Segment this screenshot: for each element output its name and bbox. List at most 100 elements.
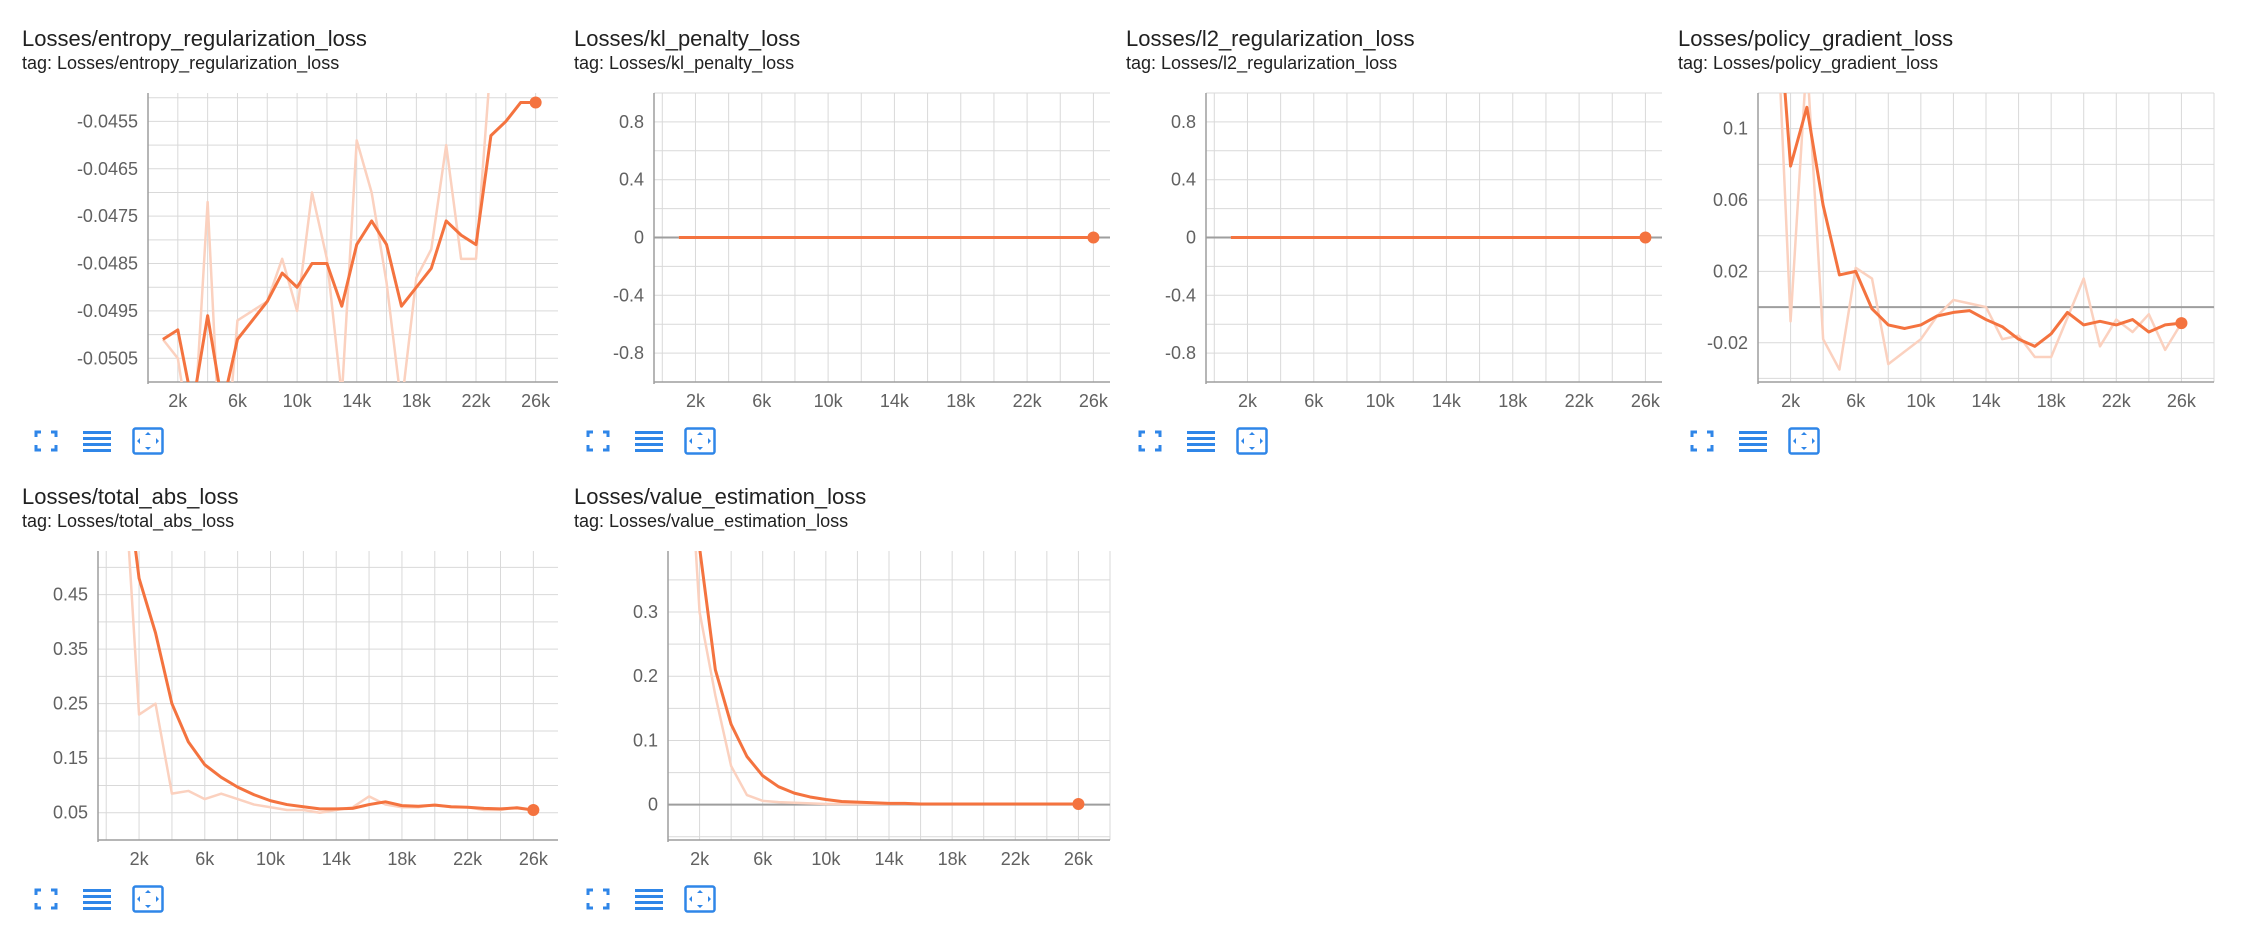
fullscreen-icon [586, 888, 610, 910]
smoothed-series-line [1783, 93, 2182, 348]
y-tick-label: -0.8 [1165, 343, 1196, 363]
x-tick-label: 6k [1304, 391, 1324, 411]
raw-series-line [161, 93, 490, 382]
fit-domain-button[interactable] [682, 882, 718, 916]
chart-toolbar [0, 458, 540, 913]
toggle-log-scale-button[interactable] [79, 424, 115, 458]
x-tick-label: 2k [1781, 391, 1801, 411]
x-tick-label: 10k [1906, 391, 1936, 411]
grid [667, 551, 1111, 840]
chart-tag: tag: Losses/kl_penalty_loss [574, 53, 795, 73]
x-tick-label: 14k [880, 391, 910, 411]
y-tick-label: 0.4 [619, 170, 644, 190]
fit-domain-button[interactable] [130, 882, 166, 916]
chart-plot[interactable]: 2k 6k 10k 14k 18k 22k 26k -0.8 -0.4 0 0.4 0.8 [1104, 0, 1664, 420]
chart-title: Losses/entropy_regularization_loss [22, 26, 367, 51]
last-point-marker[interactable] [529, 96, 542, 109]
fit-domain-button[interactable] [1234, 424, 1270, 458]
chart-plot[interactable]: 2k 6k 10k 14k 18k 22k 26k 0 0.1 0.2 0.3 [552, 458, 1112, 878]
chart-plot[interactable]: 2k 6k 10k 14k 18k 22k 26k -0.02 0.02 0.06 0.1 [1656, 0, 2216, 420]
y-tick-label: 0.05 [53, 803, 88, 823]
x-tick-label: 26k [1079, 391, 1109, 411]
chart-toolbar [1656, 0, 2196, 455]
fullscreen-icon [34, 888, 58, 910]
y-tick-label: 0.3 [633, 602, 658, 622]
chart-title: Losses/value_estimation_loss [574, 484, 867, 509]
x-tick-label: 6k [753, 849, 773, 869]
chart-title: Losses/l2_regularization_loss [1126, 26, 1415, 51]
chart-toolbar [0, 0, 540, 455]
last-point-marker[interactable] [2175, 317, 2188, 330]
fit-domain-button[interactable] [1786, 424, 1822, 458]
x-tick-label: 18k [938, 849, 968, 869]
x-tick-label: 22k [453, 849, 483, 869]
x-tick-label: 14k [874, 849, 904, 869]
y-tick-label: 0.8 [1171, 112, 1196, 132]
x-tick-label: 14k [342, 391, 372, 411]
fullscreen-button[interactable] [1684, 424, 1720, 458]
fit-domain-button[interactable] [130, 424, 166, 458]
y-tick-label: -0.0455 [77, 111, 138, 131]
x-tick-label: 18k [387, 849, 417, 869]
list-icon [635, 889, 663, 910]
x-tick-label: 6k [195, 849, 215, 869]
x-tick-label: 22k [461, 391, 491, 411]
y-tick-label: 0.45 [53, 585, 88, 605]
y-tick-label: -0.0495 [77, 301, 138, 321]
toggle-log-scale-button[interactable] [1735, 424, 1771, 458]
chart-title: Losses/kl_penalty_loss [574, 26, 801, 51]
fit-domain-button[interactable] [682, 424, 718, 458]
fit-domain-icon [684, 885, 716, 913]
last-point-marker[interactable] [1639, 231, 1652, 244]
x-tick-label: 18k [946, 391, 976, 411]
last-point-marker[interactable] [527, 804, 540, 817]
last-point-marker[interactable] [1072, 798, 1085, 811]
toggle-log-scale-button[interactable] [631, 882, 667, 916]
x-tick-label: 18k [1498, 391, 1528, 411]
x-tick-label: 10k [283, 391, 313, 411]
chart-plot[interactable]: 2k 6k 10k 14k 18k 22k 26k -0.8 -0.4 0 0.4 0.8 [552, 0, 1112, 420]
chart-toolbar [552, 0, 1092, 455]
toggle-log-scale-button[interactable] [79, 882, 115, 916]
x-tick-label: 22k [1565, 391, 1595, 411]
x-tick-label: 6k [1846, 391, 1866, 411]
chart-card-entropy: Losses/entropy_regularization_loss tag: L… [0, 0, 558, 455]
fit-domain-icon [132, 427, 164, 455]
chart-tag: tag: Losses/l2_regularization_loss [1126, 53, 1398, 73]
last-point-marker[interactable] [1087, 231, 1100, 244]
x-tick-label: 22k [2102, 391, 2132, 411]
chart-title: Losses/policy_gradient_loss [1678, 26, 1954, 51]
chart-card-value: Losses/value_estimation_loss tag: Losses/… [552, 458, 1111, 913]
chart-toolbar [552, 458, 1092, 913]
chart-plot[interactable]: 2k 6k 10k 14k 18k 22k 26k -0.0505 -0.0495 -0.0485… [0, 0, 560, 420]
x-tick-label: 26k [519, 849, 549, 869]
x-tick-label: 18k [402, 391, 432, 411]
chart-card-total: Losses/total_abs_loss tag: Losses/total_a… [0, 458, 558, 913]
x-tick-label: 6k [228, 391, 248, 411]
y-tick-label: 0.15 [53, 748, 88, 768]
fullscreen-icon [1138, 430, 1162, 452]
fullscreen-button[interactable] [28, 882, 64, 916]
chart-card-l2: Losses/l2_regularization_loss tag: Losses… [1104, 0, 1662, 455]
fullscreen-icon [1690, 430, 1714, 452]
x-tick-label: 6k [752, 391, 772, 411]
chart-card-policy: Losses/policy_gradient_loss tag: Losses/p… [1656, 0, 2215, 455]
chart-tag: tag: Losses/total_abs_loss [22, 511, 235, 531]
fullscreen-button[interactable] [28, 424, 64, 458]
chart-card-kl: Losses/kl_penalty_loss tag: Losses/kl_pen… [552, 0, 1110, 455]
x-tick-label: 26k [521, 391, 551, 411]
y-tick-label: -0.0465 [77, 159, 138, 179]
chart-plot[interactable]: 2k 6k 10k 14k 18k 22k 26k 0.05 0.15 0.25 0.35 0.45 [0, 458, 560, 878]
chart-tag: tag: Losses/policy_gradient_loss [1678, 53, 1939, 73]
toggle-log-scale-button[interactable] [631, 424, 667, 458]
fullscreen-button[interactable] [580, 424, 616, 458]
x-tick-label: 14k [322, 849, 352, 869]
y-tick-label: 0 [1186, 228, 1196, 248]
toggle-log-scale-button[interactable] [1183, 424, 1219, 458]
x-tick-label: 14k [1432, 391, 1462, 411]
fullscreen-button[interactable] [580, 882, 616, 916]
x-tick-label: 14k [1971, 391, 2001, 411]
y-tick-label: -0.0485 [77, 254, 138, 274]
y-tick-label: -0.4 [613, 285, 644, 305]
fullscreen-button[interactable] [1132, 424, 1168, 458]
